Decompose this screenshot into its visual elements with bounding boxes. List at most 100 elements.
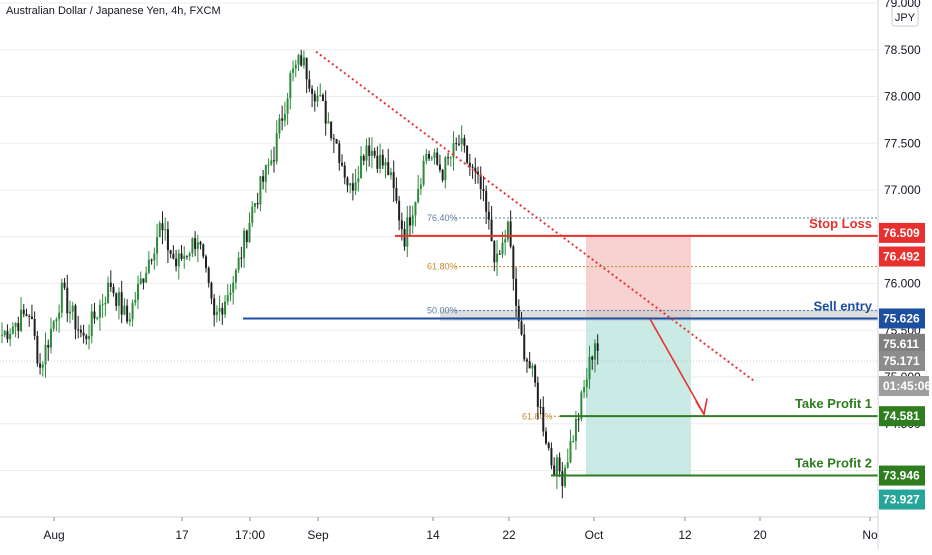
candle-body [71, 305, 74, 312]
candle-body [553, 465, 556, 476]
currency-badge[interactable] [891, 5, 919, 27]
x-tick-label: 20 [753, 528, 767, 542]
candle-body [28, 315, 31, 317]
candle-body [82, 332, 85, 336]
candle-body [422, 160, 425, 185]
candle-body [479, 174, 482, 189]
candle-body [596, 343, 599, 351]
candle-body [566, 462, 569, 468]
level-label: Stop Loss [809, 216, 872, 231]
candle-body [145, 272, 148, 283]
candle-body [525, 359, 528, 362]
candle-body [444, 157, 447, 181]
candles [1, 49, 599, 499]
candle-body [506, 221, 509, 240]
candle-body [156, 237, 159, 254]
candle-body [346, 177, 349, 186]
x-tick-label: 14 [426, 528, 440, 542]
y-tick-label: 78.000 [884, 90, 921, 104]
candle-body [403, 229, 406, 247]
candle-body [188, 253, 191, 257]
candle-body [319, 95, 322, 97]
candle-body [351, 183, 354, 191]
price-tag [879, 246, 925, 267]
candle-body [338, 143, 341, 163]
candle-body [66, 287, 69, 314]
candle-body [389, 172, 392, 176]
x-tick-label: 22 [502, 528, 516, 542]
candle-body [245, 230, 248, 243]
candle-body [226, 295, 229, 302]
candle-body [523, 334, 526, 360]
y-tick-label: 77.000 [884, 183, 921, 197]
position-zones [440, 235, 878, 476]
candle-body [270, 160, 273, 165]
candle-body [60, 282, 63, 313]
candle-body [370, 150, 373, 156]
candle-body [58, 312, 61, 320]
candle-body [433, 152, 436, 158]
candle-body [49, 328, 52, 348]
candle-body [52, 321, 55, 329]
candle-body [343, 165, 346, 178]
candle-body [221, 307, 224, 315]
x-tick-label: Oct [585, 528, 604, 542]
candle-body [542, 407, 545, 432]
candle-body [137, 283, 139, 300]
candle-body [191, 238, 194, 254]
candle-body [30, 316, 33, 320]
candle-body [88, 336, 91, 340]
candle-body [536, 382, 539, 407]
candle-body [109, 282, 112, 287]
candle-body [417, 188, 420, 203]
candle-body [1, 335, 3, 337]
candle-body [438, 164, 441, 171]
candle-body [134, 299, 137, 303]
candle-body [305, 57, 308, 80]
price-tag-label: 75.626 [883, 311, 920, 325]
candle-body [311, 88, 314, 94]
candle-body [585, 379, 588, 388]
arrow-head [695, 398, 708, 417]
candle-body [449, 157, 452, 159]
candle-body [414, 202, 417, 216]
candle-body [264, 164, 267, 182]
candle-body [20, 309, 23, 331]
candle-body [398, 200, 401, 221]
candle-body [294, 64, 297, 69]
candle-body [218, 307, 221, 312]
candle-body [354, 182, 357, 191]
candle-body [253, 203, 256, 207]
candle-body [335, 139, 338, 144]
candle-body [515, 278, 518, 306]
candle-body [428, 154, 431, 159]
candle-body [117, 292, 120, 306]
candle-body [131, 302, 134, 320]
candle-body [574, 418, 577, 441]
candle-body [297, 55, 300, 65]
candle-body [126, 305, 129, 322]
candle-body [436, 152, 439, 165]
risk-zone [586, 235, 691, 319]
candle-body [147, 259, 150, 273]
candle-body [555, 457, 558, 476]
candle-body [588, 356, 591, 380]
candle-body [425, 154, 428, 161]
candle-body [520, 321, 523, 335]
candle-body [243, 230, 246, 258]
candle-body [528, 361, 531, 369]
candle-body [14, 323, 17, 327]
candle-body [98, 304, 101, 318]
fib-label: 61.80% [522, 411, 553, 421]
candle-body [194, 238, 197, 249]
candle-body [199, 242, 202, 245]
candle-body [177, 253, 180, 267]
candle-body [17, 323, 20, 331]
fib-label: 50.00% [427, 306, 458, 316]
x-tick-label: Aug [43, 528, 64, 542]
candle-body [93, 311, 96, 319]
candle-body [482, 188, 485, 192]
price-tag-label: 73.946 [883, 469, 920, 483]
